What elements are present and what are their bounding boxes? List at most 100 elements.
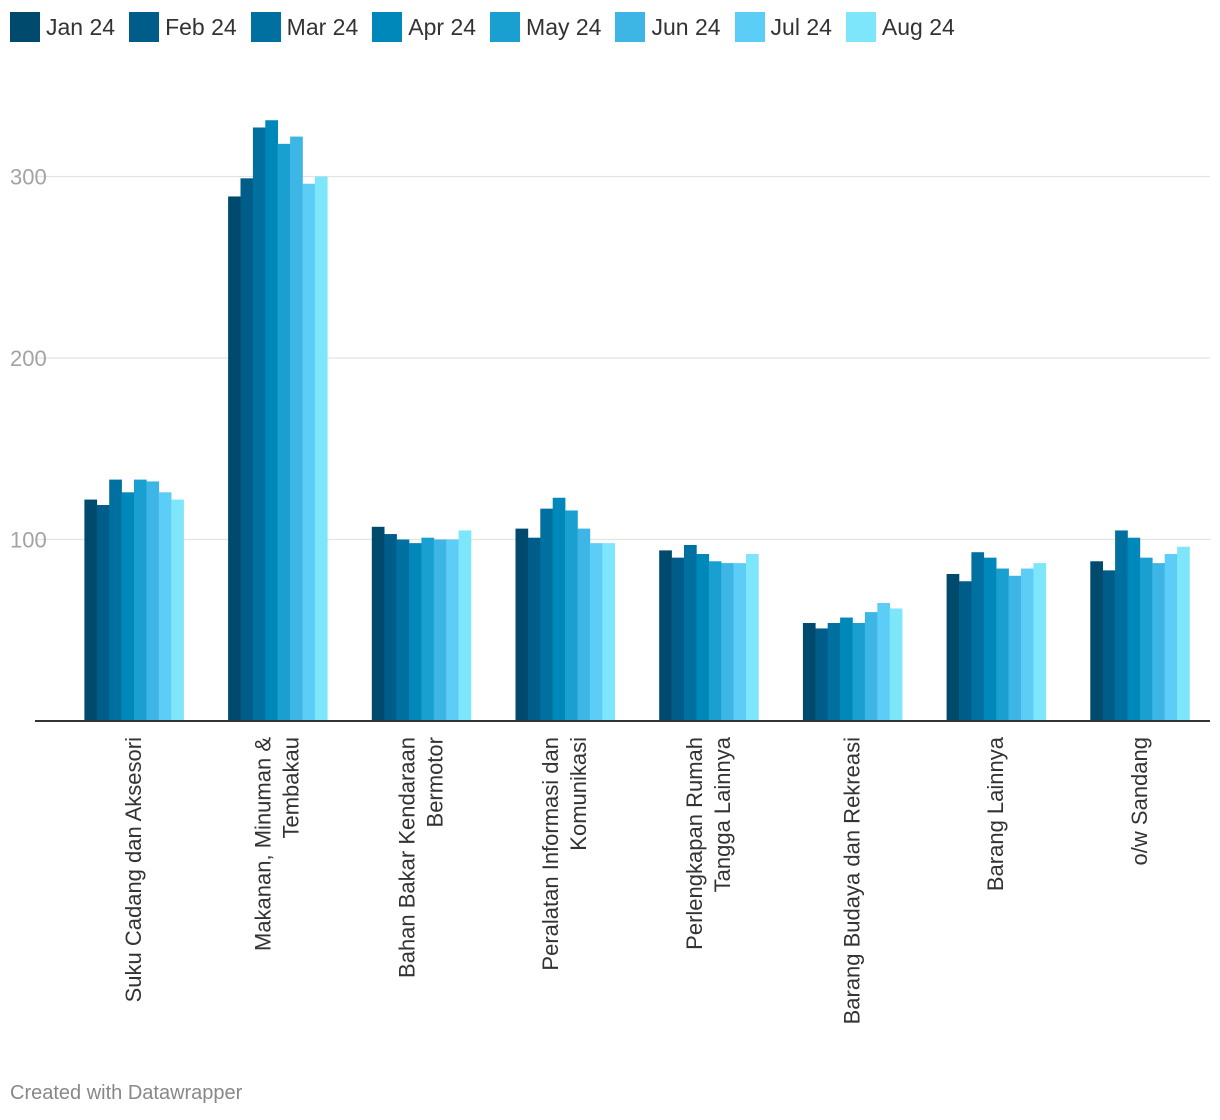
- bar-5-aug-24: [746, 554, 759, 721]
- legend-label: Jun 24: [651, 13, 721, 40]
- legend-swatch: [129, 12, 160, 42]
- bar-4-jun-24: [577, 528, 591, 721]
- bar-1-mar-24: [109, 479, 122, 721]
- bar-4-feb-24: [527, 537, 541, 721]
- bar-4-may-24: [565, 510, 578, 721]
- x-tick-label: o/w Sandang: [1127, 737, 1152, 865]
- y-tick-label: 300: [10, 165, 47, 190]
- bar-7-jan-24: [946, 573, 960, 721]
- bar-6-jul-24: [877, 603, 890, 721]
- bar-8-feb-24: [1102, 570, 1116, 721]
- chart-legend: Jan 24 Feb 24 Mar 24 Apr 24 May 24 Jun 24 Jul …: [10, 12, 969, 42]
- bar-7-mar-24: [971, 552, 985, 721]
- legend-swatch: [615, 12, 646, 42]
- bar-6-feb-24: [815, 628, 828, 721]
- bar-1-apr-24: [121, 492, 135, 721]
- legend-item: May 24: [490, 12, 601, 42]
- legend-item: Jun 24: [615, 12, 721, 42]
- x-tick-label: Peralatan Informasi dan Komunikasi: [538, 737, 591, 971]
- x-tick-label: Perlengkapan Rumah Tangga Lainnya: [682, 736, 735, 950]
- legend-item: Feb 24: [129, 12, 237, 42]
- bar-2-may-24: [277, 143, 291, 721]
- bar-8-jun-24: [1152, 563, 1165, 721]
- bar-1-jan-24: [84, 499, 98, 721]
- bar-2-jun-24: [290, 136, 303, 721]
- bar-7-apr-24: [983, 557, 997, 721]
- legend-label: Jul 24: [770, 13, 832, 40]
- bar-4-apr-24: [552, 497, 566, 721]
- bar-2-jul-24: [302, 183, 316, 721]
- legend-swatch: [490, 12, 521, 42]
- bar-2-apr-24: [265, 120, 278, 722]
- legend-label: Jan 24: [46, 13, 116, 40]
- bar-6-jan-24: [802, 622, 816, 721]
- legend-label: Apr 24: [408, 13, 477, 40]
- bar-1-feb-24: [96, 505, 110, 721]
- bar-2-jan-24: [228, 196, 241, 722]
- bar-8-jul-24: [1164, 554, 1178, 721]
- x-tick-label: Makanan, Minuman & Tembakau: [251, 737, 304, 951]
- legend-item: Jan 24: [10, 12, 115, 42]
- bar-5-may-24: [708, 561, 722, 721]
- bar-6-mar-24: [827, 622, 841, 721]
- bar-8-apr-24: [1127, 537, 1141, 721]
- legend-swatch: [10, 12, 40, 42]
- legend-item: Apr 24: [372, 12, 476, 42]
- bar-7-feb-24: [959, 581, 972, 721]
- bar-2-aug-24: [314, 176, 328, 721]
- legend-item: Jul 24: [734, 12, 832, 42]
- legend-swatch: [372, 12, 403, 42]
- bar-5-mar-24: [684, 544, 697, 721]
- bar-5-jul-24: [733, 563, 747, 721]
- bar-chart: 100 200 300 Suku Cadang dan Aksesori Makanan…: [10, 120, 1210, 1024]
- bar-6-jun-24: [864, 612, 878, 721]
- bar-7-aug-24: [1033, 563, 1047, 721]
- bar-7-jun-24: [1008, 575, 1022, 721]
- bar-7-may-24: [996, 568, 1009, 721]
- x-tick-label: Bahan Bakar Kendaraan Bermotor: [394, 737, 447, 978]
- bar-1-jun-24: [146, 481, 160, 721]
- bar-6-apr-24: [840, 617, 853, 721]
- bar-6-aug-24: [889, 608, 903, 721]
- bar-1-may-24: [134, 479, 147, 721]
- legend-swatch: [734, 12, 765, 42]
- bar-8-mar-24: [1115, 530, 1128, 721]
- bar-8-jan-24: [1090, 561, 1103, 721]
- bar-3-jun-24: [433, 539, 447, 721]
- bar-4-jul-24: [589, 543, 603, 721]
- bar-2-mar-24: [252, 127, 266, 722]
- bar-3-aug-24: [458, 530, 472, 721]
- x-tick-label: Barang Budaya dan Rekreasi: [840, 737, 865, 1024]
- x-tick-label: Suku Cadang dan Aksesori: [121, 737, 146, 1002]
- bar-3-apr-24: [409, 543, 422, 721]
- bar-1-jul-24: [158, 492, 172, 721]
- bar-3-jul-24: [446, 539, 459, 721]
- footer-credit: Created with Datawrapper: [10, 1082, 243, 1104]
- bar-4-mar-24: [540, 508, 553, 721]
- bar-5-apr-24: [696, 554, 710, 721]
- bar-4-aug-24: [602, 543, 615, 721]
- legend-label: Aug 24: [881, 13, 955, 40]
- bar-3-mar-24: [396, 539, 410, 721]
- bar-2-feb-24: [240, 178, 254, 721]
- bar-8-may-24: [1139, 557, 1153, 721]
- bar-5-jun-24: [721, 563, 734, 721]
- y-tick-label: 200: [10, 346, 47, 371]
- bar-6-may-24: [852, 622, 866, 721]
- legend-swatch: [845, 12, 876, 42]
- bar-5-jan-24: [659, 550, 672, 721]
- bar-5-feb-24: [671, 557, 685, 721]
- legend-swatch: [250, 12, 281, 42]
- legend-label: Feb 24: [165, 13, 237, 40]
- legend-label: May 24: [526, 13, 602, 40]
- legend-label: Mar 24: [286, 13, 359, 40]
- bar-3-may-24: [421, 537, 435, 721]
- y-tick-label: 100: [10, 528, 47, 553]
- legend-item: Mar 24: [250, 12, 359, 42]
- bar-7-jul-24: [1021, 568, 1034, 721]
- bar-3-feb-24: [384, 534, 397, 721]
- bar-1-aug-24: [171, 499, 184, 721]
- bar-8-aug-24: [1177, 546, 1190, 721]
- bar-3-jan-24: [371, 526, 385, 721]
- bar-4-jan-24: [515, 528, 529, 721]
